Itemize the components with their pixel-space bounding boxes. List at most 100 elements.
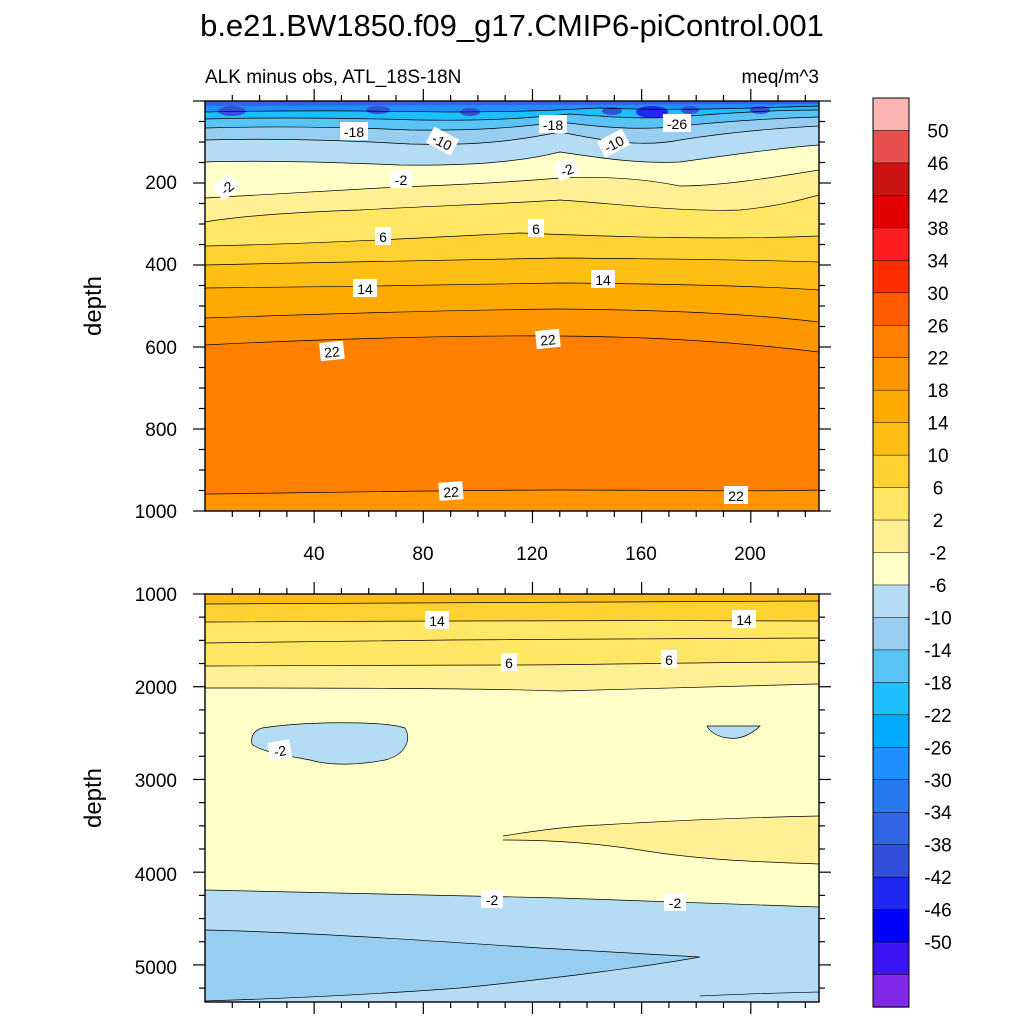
colorbar-label: -46 [924, 901, 951, 922]
colorbar-labels: 50 46 42 38 34 30 26 22 18 14 10 6 2 -2 -6 -10 -14 -18 -22… [924, 121, 952, 954]
colorbar-label: -22 [924, 706, 951, 727]
x-tick-label: 160 [625, 544, 657, 565]
svg-text:-18: -18 [344, 124, 364, 140]
x-tick-label: 200 [734, 544, 766, 565]
x-tick-labels: 40 80 120 160 200 [303, 544, 765, 565]
colorbar-box [872, 714, 910, 748]
lower-axes [193, 582, 831, 1014]
contour-label: -18 [340, 122, 368, 140]
colorbar-label: -50 [924, 933, 951, 954]
colorbar-label: 46 [927, 154, 948, 175]
contour-label: 22 [724, 486, 748, 504]
x-tick-label: 40 [303, 544, 324, 565]
svg-text:6: 6 [505, 655, 513, 671]
colorbar-box [872, 454, 910, 489]
x-tick-label: 80 [412, 544, 433, 565]
contour-label: 14 [425, 611, 449, 629]
svg-text:22: 22 [443, 483, 460, 500]
svg-text:22: 22 [323, 343, 340, 361]
y-tick-label: 200 [145, 173, 177, 194]
contour-label: 14 [732, 610, 756, 628]
svg-text:-2: -2 [558, 160, 575, 179]
svg-text:-2: -2 [272, 742, 287, 760]
colorbar-label: -14 [924, 641, 952, 662]
svg-text:6: 6 [665, 652, 673, 668]
svg-text:14: 14 [595, 272, 611, 288]
colorbar-box [872, 357, 910, 391]
colorbar-box [872, 779, 910, 813]
contour-label: -26 [663, 114, 691, 132]
colorbar-label: 34 [927, 251, 949, 272]
colorbar-box [872, 292, 910, 326]
colorbar-label: 30 [927, 284, 948, 305]
colorbar-label: 14 [927, 414, 949, 435]
contour-label: 22 [535, 328, 561, 350]
lower-contour-lines [205, 600, 819, 1002]
colorbar-box [872, 811, 910, 846]
svg-text:-2: -2 [395, 172, 408, 188]
svg-text:6: 6 [532, 221, 540, 237]
upper-y-tick-labels: 200 400 600 800 1000 [135, 173, 177, 523]
colorbar-label: -38 [924, 836, 951, 857]
colorbar-box [872, 227, 910, 261]
right-subtitle: meq/m^3 [741, 67, 819, 88]
colorbar-label: -18 [924, 673, 951, 694]
colorbar-label: -34 [924, 803, 952, 824]
contour-label: -2 [267, 739, 293, 761]
y-tick-label: 3000 [135, 771, 177, 792]
colorbar-box [872, 162, 910, 197]
svg-text:14: 14 [357, 281, 373, 297]
colorbar-box [872, 389, 910, 424]
contour-label: 22 [319, 340, 345, 362]
y-tick-label: 600 [145, 338, 177, 359]
x-tick-label: 120 [516, 544, 548, 565]
contour-label: 6 [661, 650, 677, 668]
colorbar-label: 42 [927, 186, 948, 207]
colorbar-label: 18 [927, 381, 948, 402]
colorbar-box [872, 682, 910, 716]
colorbar-label: 10 [927, 446, 948, 467]
contour-label: 6 [528, 219, 544, 237]
contour-label: -2 [212, 173, 241, 202]
colorbar-box [872, 519, 910, 554]
colorbar-label: 50 [927, 121, 948, 142]
contour-label: 22 [438, 481, 464, 501]
colorbar-label: -10 [924, 608, 951, 629]
y-tick-label: 2000 [135, 678, 177, 699]
colorbar-box [872, 649, 910, 684]
contour-label: -2 [664, 893, 686, 911]
y-tick-label: 4000 [135, 865, 177, 886]
colorbar-label: -42 [924, 868, 951, 889]
y-tick-label: 400 [145, 255, 177, 276]
colorbar-box [872, 552, 910, 586]
upper-contour-fill [205, 101, 819, 511]
colorbar-label: 2 [933, 511, 944, 532]
contour-label: -2 [481, 890, 503, 908]
colorbar-box [872, 747, 910, 781]
upper-contour-labels: -18 -10 -18 -10 -26 -2 -2 -2 6 6 14 14 2… [212, 114, 748, 504]
left-subtitle: ALK minus obs, ATL_18S-18N [205, 67, 461, 88]
y-tick-label: 1000 [135, 502, 177, 523]
svg-text:-2: -2 [669, 895, 682, 911]
svg-text:14: 14 [736, 612, 752, 628]
colorbar-label: -6 [930, 576, 947, 597]
colorbar: 50 46 42 38 34 30 26 22 18 14 10 6 2 -2 -6 -10 -14 -18 -22… [872, 97, 952, 1008]
colorbar-box [872, 876, 910, 911]
colorbar-boxes [872, 97, 910, 1008]
colorbar-label: 22 [927, 349, 948, 370]
lower-panel: 14 14 6 6 -2 -2 -2 depth 1000 2000 3000 … [80, 582, 831, 1014]
lower-y-tick-labels: 1000 2000 3000 4000 5000 [135, 585, 177, 979]
colorbar-box [872, 844, 910, 878]
colorbar-label: -26 [924, 738, 951, 759]
colorbar-box [872, 584, 910, 619]
svg-text:-26: -26 [667, 116, 687, 132]
colorbar-label: -30 [924, 771, 951, 792]
contour-label: -18 [539, 115, 567, 133]
colorbar-label: -2 [930, 544, 947, 565]
figure-title: b.e21.BW1850.f09_g17.CMIP6-piControl.001 [200, 8, 824, 43]
colorbar-box [872, 941, 910, 976]
contour-label: 14 [353, 279, 377, 297]
upper-axes [193, 89, 831, 523]
colorbar-box [872, 974, 910, 1008]
y-tick-label: 800 [145, 420, 177, 441]
